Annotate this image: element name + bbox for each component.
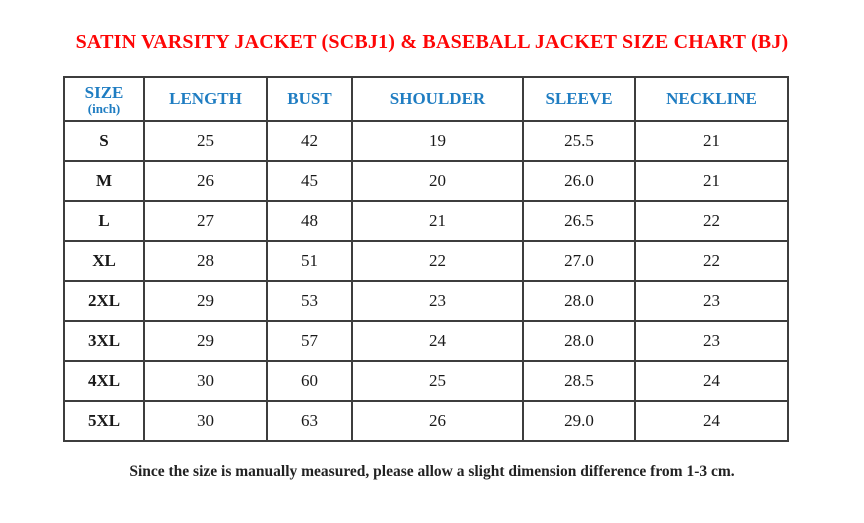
value-cell-sleeve: 26.5 [522, 200, 636, 242]
size-chart-table: SIZE (inch) LENGTH BUST SHOULDER SLEEVE … [63, 76, 789, 442]
size-cell: L [63, 200, 145, 242]
size-cell: XL [63, 240, 145, 282]
value-cell-shoulder: 22 [351, 240, 524, 282]
value-cell-length: 29 [143, 280, 268, 322]
value-cell-shoulder: 20 [351, 160, 524, 202]
value-cell-length: 27 [143, 200, 268, 242]
header-cell-length: LENGTH [143, 76, 268, 122]
header-cell-neckline: NECKLINE [634, 76, 789, 122]
value-cell-neckline: 23 [634, 280, 789, 322]
value-cell-bust: 53 [266, 280, 353, 322]
header-row: SIZE (inch) LENGTH BUST SHOULDER SLEEVE … [63, 76, 789, 122]
value-cell-sleeve: 25.5 [522, 120, 636, 162]
size-cell: S [63, 120, 145, 162]
value-cell-bust: 57 [266, 320, 353, 362]
value-cell-length: 28 [143, 240, 268, 282]
value-cell-shoulder: 21 [351, 200, 524, 242]
size-cell: 3XL [63, 320, 145, 362]
header-size-unit: (inch) [87, 101, 121, 117]
value-cell-length: 29 [143, 320, 268, 362]
value-cell-sleeve: 27.0 [522, 240, 636, 282]
value-cell-neckline: 23 [634, 320, 789, 362]
table-row: S 25 42 19 25.5 21 [63, 120, 789, 162]
value-cell-bust: 51 [266, 240, 353, 282]
value-cell-neckline: 24 [634, 400, 789, 442]
table-row: M 26 45 20 26.0 21 [63, 160, 789, 202]
value-cell-bust: 63 [266, 400, 353, 442]
value-cell-neckline: 22 [634, 240, 789, 282]
value-cell-sleeve: 28.5 [522, 360, 636, 402]
value-cell-length: 30 [143, 400, 268, 442]
size-cell: 2XL [63, 280, 145, 322]
value-cell-neckline: 21 [634, 120, 789, 162]
value-cell-shoulder: 23 [351, 280, 524, 322]
table-row: 4XL 30 60 25 28.5 24 [63, 360, 789, 402]
page-title: SATIN VARSITY JACKET (SCBJ1) & BASEBALL … [75, 31, 789, 53]
value-cell-neckline: 21 [634, 160, 789, 202]
header-cell-sleeve: SLEEVE [522, 76, 636, 122]
header-cell-bust: BUST [266, 76, 353, 122]
size-chart-page: SATIN VARSITY JACKET (SCBJ1) & BASEBALL … [0, 31, 864, 523]
value-cell-sleeve: 29.0 [522, 400, 636, 442]
value-cell-shoulder: 26 [351, 400, 524, 442]
value-cell-sleeve: 26.0 [522, 160, 636, 202]
header-cell-shoulder: SHOULDER [351, 76, 524, 122]
size-cell: 5XL [63, 400, 145, 442]
value-cell-bust: 48 [266, 200, 353, 242]
value-cell-length: 30 [143, 360, 268, 402]
size-cell: 4XL [63, 360, 145, 402]
header-size-label: SIZE [84, 83, 124, 103]
table-row: L 27 48 21 26.5 22 [63, 200, 789, 242]
table-row: XL 28 51 22 27.0 22 [63, 240, 789, 282]
table-row: 3XL 29 57 24 28.0 23 [63, 320, 789, 362]
value-cell-length: 25 [143, 120, 268, 162]
value-cell-shoulder: 19 [351, 120, 524, 162]
value-cell-shoulder: 25 [351, 360, 524, 402]
value-cell-bust: 60 [266, 360, 353, 402]
value-cell-neckline: 24 [634, 360, 789, 402]
value-cell-sleeve: 28.0 [522, 280, 636, 322]
value-cell-bust: 42 [266, 120, 353, 162]
footer-note: Since the size is manually measured, ple… [129, 463, 735, 480]
value-cell-bust: 45 [266, 160, 353, 202]
table-row: 5XL 30 63 26 29.0 24 [63, 400, 789, 442]
value-cell-length: 26 [143, 160, 268, 202]
size-cell: M [63, 160, 145, 202]
value-cell-neckline: 22 [634, 200, 789, 242]
value-cell-shoulder: 24 [351, 320, 524, 362]
header-cell-size: SIZE (inch) [63, 76, 145, 122]
value-cell-sleeve: 28.0 [522, 320, 636, 362]
table-row: 2XL 29 53 23 28.0 23 [63, 280, 789, 322]
